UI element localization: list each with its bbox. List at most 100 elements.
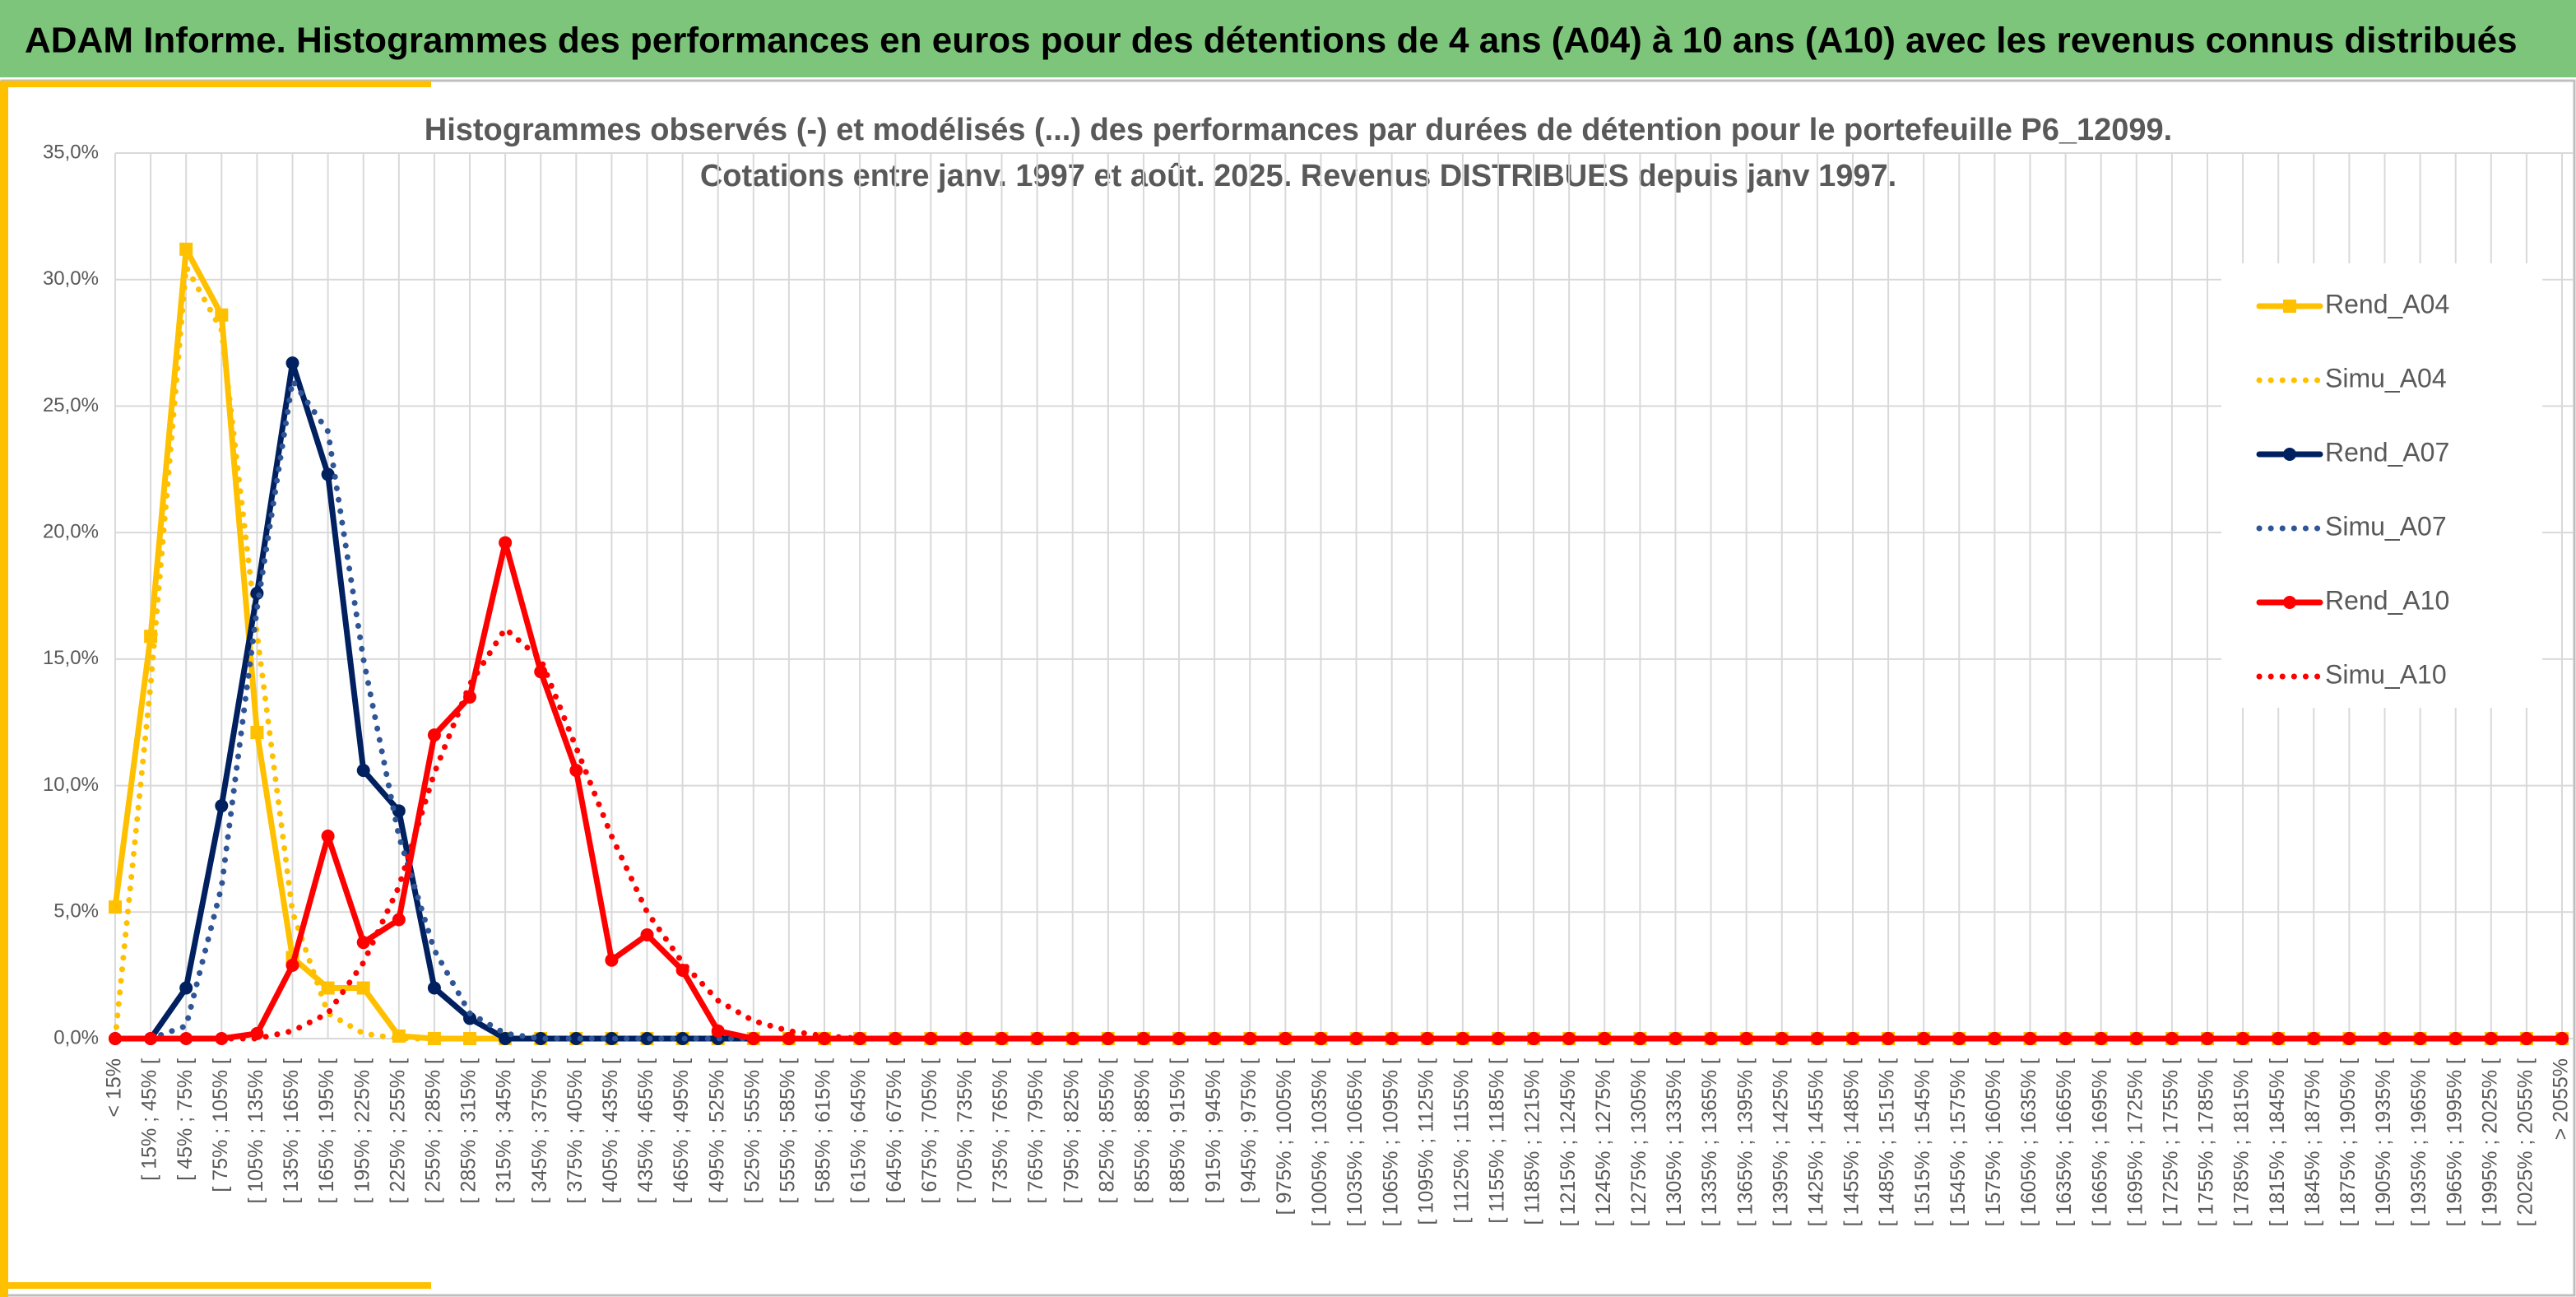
x-tick-label: [ 645% ; 675% [ <box>883 1058 906 1204</box>
x-tick-label: [ 525% ; 555% [ <box>740 1058 764 1204</box>
marker <box>534 665 548 679</box>
x-tick-label: [ 615% ; 645% [ <box>847 1058 870 1204</box>
marker <box>427 981 441 995</box>
marker <box>285 356 299 370</box>
x-tick-label: [ 1875% ; 1905% [ <box>2337 1058 2360 1226</box>
marker <box>1882 1032 1896 1045</box>
x-tick-label: [ 165% ; 195% [ <box>315 1058 338 1204</box>
x-tick-label: [ 255% ; 285% [ <box>422 1058 445 1204</box>
marker <box>1172 1032 1186 1045</box>
y-tick-label: 10,0% <box>43 774 99 796</box>
marker <box>392 913 406 927</box>
x-tick-label: [ 1455% ; 1485% [ <box>1840 1058 1864 1226</box>
x-tick-label: [ 45% ; 75% [ <box>174 1058 197 1181</box>
x-tick-label: [ 1785% ; 1815% [ <box>2230 1058 2253 1226</box>
legend-label: Simu_A10 <box>2325 659 2447 689</box>
x-tick-label: [ 405% ; 435% [ <box>599 1058 622 1204</box>
x-tick-label: [ 1335% ; 1365% [ <box>1698 1058 1721 1226</box>
marker <box>356 764 370 778</box>
marker <box>2023 1032 2037 1045</box>
legend-label: Rend_A10 <box>2325 585 2449 615</box>
marker <box>782 1032 796 1045</box>
marker <box>1279 1032 1293 1045</box>
x-tick-label: [ 1095% ; 1125% [ <box>1414 1058 1437 1225</box>
marker <box>1775 1032 1789 1045</box>
chart-subtitle: Cotations entre janv. 1997 et août. 2025… <box>700 159 1896 193</box>
x-tick-label: [ 495% ; 525% [ <box>705 1058 728 1204</box>
x-tick-label: [ 1845% ; 1875% [ <box>2301 1058 2324 1226</box>
marker <box>711 1024 725 1038</box>
marker <box>1420 1032 1434 1045</box>
x-tick-label: [ 735% ; 765% [ <box>989 1058 1012 1204</box>
x-tick-label: [ 1035% ; 1065% [ <box>1344 1058 1367 1226</box>
x-tick-label: [ 765% ; 795% [ <box>1024 1058 1047 1204</box>
legend-box <box>2221 263 2542 708</box>
x-tick-label: [ 945% ; 975% [ <box>1237 1058 1260 1204</box>
x-tick-label: [ 1755% ; 1785% [ <box>2195 1058 2218 1226</box>
x-tick-label: [ 75% ; 105% [ <box>209 1058 232 1192</box>
marker <box>746 1032 760 1045</box>
marker <box>1917 1032 1931 1045</box>
x-tick-label: [ 465% ; 495% [ <box>670 1058 693 1204</box>
header-bar <box>0 0 2576 77</box>
marker <box>534 1032 548 1045</box>
legend-marker <box>2283 448 2296 461</box>
marker <box>1739 1032 1753 1045</box>
x-tick-label: [ 555% ; 585% [ <box>777 1058 800 1204</box>
marker <box>356 936 370 950</box>
x-tick-label: [ 1515% ; 1545% [ <box>1911 1058 1934 1226</box>
marker <box>1243 1032 1257 1045</box>
legend-marker <box>2283 596 2296 609</box>
x-tick-label: [ 1665% ; 1695% [ <box>2088 1058 2111 1226</box>
x-tick-label: [ 135% ; 165% [ <box>280 1058 303 1204</box>
x-tick-label: [ 1935% ; 1965% [ <box>2407 1058 2430 1226</box>
marker <box>2448 1032 2462 1045</box>
marker <box>427 1032 441 1045</box>
x-tick-label: [ 915% ; 945% [ <box>1202 1058 1225 1204</box>
x-tick-label: [ 375% ; 405% [ <box>564 1058 587 1204</box>
y-tick-label: 15,0% <box>43 647 99 669</box>
marker <box>1136 1032 1150 1045</box>
x-tick-label: [ 1005% ; 1035% [ <box>1308 1058 1331 1226</box>
simulated-line <box>112 625 2565 1042</box>
x-tick-label: [ 15% ; 45% [ <box>138 1058 161 1181</box>
x-tick-label: > 2055% <box>2550 1058 2573 1140</box>
marker <box>179 242 193 256</box>
marker <box>215 799 229 813</box>
marker <box>427 728 441 742</box>
decor-left <box>0 81 8 1297</box>
x-tick-label: [ 675% ; 705% [ <box>918 1058 941 1204</box>
x-tick-label: [ 1425% ; 1455% [ <box>1804 1058 1827 1226</box>
x-tick-label: [ 855% ; 885% [ <box>1131 1058 1154 1204</box>
marker <box>1810 1032 1824 1045</box>
marker <box>215 308 229 322</box>
x-tick-label: [ 1215% ; 1245% [ <box>1557 1058 1580 1226</box>
chart-title: Histogrammes observés (-) et modélisés (… <box>425 113 2172 147</box>
y-tick-label: 25,0% <box>43 394 99 416</box>
x-tick-label: [ 285% ; 315% [ <box>457 1058 480 1204</box>
marker <box>2555 1032 2569 1045</box>
x-tick-label: [ 1185% ; 1215% [ <box>1521 1058 1544 1225</box>
marker <box>2378 1032 2392 1045</box>
marker <box>605 953 619 967</box>
x-tick-label: < 15% <box>103 1058 126 1118</box>
x-tick-label: [ 1725% ; 1755% [ <box>2159 1058 2182 1226</box>
y-tick-label: 0,0% <box>53 1026 99 1048</box>
x-tick-label: [ 2025% ; 2055% [ <box>2514 1058 2537 1226</box>
marker <box>2484 1032 2498 1045</box>
marker <box>2519 1032 2533 1045</box>
marker <box>569 764 583 778</box>
marker <box>1845 1032 1859 1045</box>
marker <box>569 1032 583 1045</box>
x-tick-label: [ 585% ; 615% [ <box>812 1058 835 1204</box>
x-tick-label: [ 225% ; 255% [ <box>386 1058 409 1204</box>
decor-top <box>0 81 431 87</box>
marker <box>179 981 193 995</box>
x-tick-label: [ 1995% ; 2025% [ <box>2478 1058 2501 1226</box>
y-tick-label: 20,0% <box>43 520 99 542</box>
x-tick-label: [ 195% ; 225% [ <box>350 1058 374 1204</box>
x-tick-label: [ 1905% ; 1935% [ <box>2372 1058 2395 1226</box>
x-tick-label: [ 1965% ; 1995% [ <box>2443 1058 2466 1226</box>
